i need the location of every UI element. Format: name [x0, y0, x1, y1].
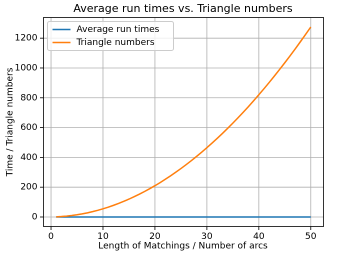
chart-title: Average run times vs. Triangle numbers	[73, 2, 293, 15]
y-tick-label: 1000	[15, 63, 38, 73]
plot-frame	[43, 17, 324, 227]
legend-label: Triangle numbers	[76, 38, 155, 48]
y-tick-label: 800	[20, 93, 37, 103]
y-axis-label: Time / Triangle numbers	[6, 67, 16, 177]
y-tick-label: 1200	[15, 34, 38, 44]
y-tick-label: 0	[32, 213, 38, 223]
y-tick-label: 600	[20, 123, 37, 133]
legend-label: Average run times	[77, 25, 160, 35]
x-tick-label: 20	[149, 232, 161, 242]
legend-box	[47, 21, 174, 51]
y-tick-label: 400	[20, 153, 37, 163]
x-tick-label: 10	[97, 232, 109, 242]
x-tick-label: 30	[201, 232, 213, 242]
x-tick-label: 40	[253, 232, 265, 242]
x-tick-label: 0	[48, 232, 54, 242]
y-tick-label: 200	[20, 183, 37, 193]
line	[56, 26, 312, 218]
x-tick-label: 50	[305, 232, 317, 242]
x-axis-label: Length of Matchings / Number of arcs	[98, 242, 268, 252]
